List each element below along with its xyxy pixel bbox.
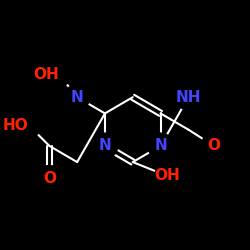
Circle shape <box>64 84 90 110</box>
Text: N: N <box>71 90 84 105</box>
Text: N: N <box>98 138 111 153</box>
Text: OH: OH <box>155 168 180 184</box>
Text: OH: OH <box>33 66 58 82</box>
Circle shape <box>148 133 173 158</box>
Text: O: O <box>43 171 56 186</box>
Text: HO: HO <box>3 118 29 132</box>
Circle shape <box>176 84 201 110</box>
Text: NH: NH <box>176 90 201 105</box>
Circle shape <box>92 133 118 158</box>
Circle shape <box>201 133 226 158</box>
Text: N: N <box>154 138 167 153</box>
Circle shape <box>46 61 71 87</box>
Circle shape <box>155 163 180 189</box>
Circle shape <box>16 112 41 138</box>
Text: O: O <box>207 138 220 153</box>
Circle shape <box>36 166 62 191</box>
